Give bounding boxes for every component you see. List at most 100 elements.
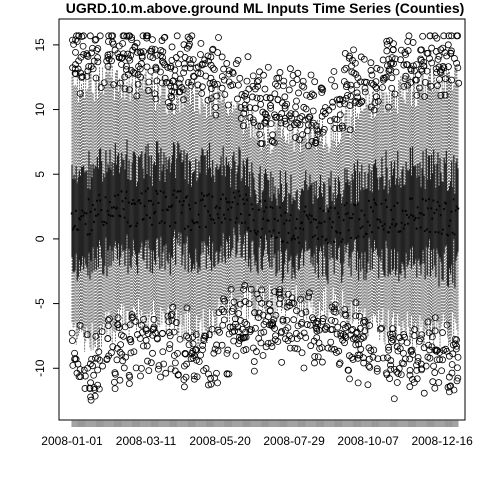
outlier-point xyxy=(414,71,422,79)
outlier-point xyxy=(410,332,418,340)
outlier-point xyxy=(389,330,397,338)
outlier-point xyxy=(159,348,167,356)
outlier-point xyxy=(71,355,79,362)
outlier-point xyxy=(338,122,346,130)
outlier-point xyxy=(260,328,268,336)
outlier-point xyxy=(333,116,341,124)
outlier-point xyxy=(444,41,452,49)
outlier-point xyxy=(166,345,173,353)
outlier-point xyxy=(398,46,405,54)
outlier-point xyxy=(153,51,161,59)
outlier-point xyxy=(292,103,300,111)
outlier-point xyxy=(104,335,112,342)
outlier-point xyxy=(395,365,403,372)
outlier-point xyxy=(224,346,232,354)
outlier-point xyxy=(377,325,385,333)
box-body xyxy=(411,146,414,247)
outlier-point xyxy=(256,130,264,138)
outlier-point xyxy=(210,66,218,74)
outlier-point xyxy=(447,382,455,390)
outlier-point xyxy=(160,59,167,67)
box-body xyxy=(159,180,161,270)
box-body xyxy=(446,190,449,286)
outlier-point xyxy=(253,94,261,102)
outlier-point xyxy=(214,347,222,355)
box-body xyxy=(270,171,272,238)
box-body xyxy=(152,164,155,251)
outlier-point xyxy=(454,32,462,40)
outlier-point xyxy=(95,348,103,356)
outlier-point xyxy=(171,359,179,367)
outlier-point xyxy=(298,310,306,318)
outlier-point xyxy=(109,40,117,48)
outlier-point xyxy=(207,380,215,388)
outlier-point xyxy=(145,78,153,86)
outlier-point xyxy=(284,337,292,345)
outlier-point xyxy=(352,341,360,349)
box-body xyxy=(182,160,184,255)
outlier-point xyxy=(150,323,158,331)
outlier-point xyxy=(229,69,237,77)
outlier-point xyxy=(386,375,393,382)
outlier-point xyxy=(280,77,288,85)
outlier-point xyxy=(123,62,130,70)
outlier-point xyxy=(137,73,145,81)
outlier-point xyxy=(342,64,350,72)
box-body xyxy=(218,168,220,262)
outlier-point xyxy=(351,59,359,67)
outlier-point xyxy=(318,358,326,366)
outlier-point xyxy=(83,331,91,338)
outlier-point xyxy=(128,36,135,44)
outlier-point xyxy=(442,75,449,83)
outlier-point xyxy=(367,347,375,354)
box-body xyxy=(317,197,320,279)
outlier-point xyxy=(419,32,427,40)
box-body xyxy=(121,152,123,245)
outlier-point xyxy=(76,69,84,77)
box-body xyxy=(397,150,399,252)
box-body xyxy=(305,170,307,241)
outlier-point xyxy=(155,362,163,370)
outlier-point xyxy=(224,101,232,109)
outlier-point xyxy=(236,74,244,82)
box-body xyxy=(310,184,312,264)
outlier-point xyxy=(213,369,220,377)
outlier-point xyxy=(237,115,245,122)
outlier-point xyxy=(198,90,206,97)
outlier-point xyxy=(453,336,460,344)
outlier-point xyxy=(383,369,390,377)
box-body xyxy=(316,198,318,264)
box-body xyxy=(202,149,204,253)
box-body xyxy=(449,180,452,274)
outlier-point xyxy=(131,43,139,50)
outlier-point xyxy=(207,53,215,61)
outlier-point xyxy=(247,285,255,293)
box-body xyxy=(76,183,78,281)
outlier-point xyxy=(256,95,264,102)
box-body xyxy=(173,144,176,230)
outlier-point xyxy=(167,365,175,373)
box-body xyxy=(172,142,175,237)
outlier-point xyxy=(131,70,139,77)
outlier-point xyxy=(243,321,251,328)
outlier-point xyxy=(286,344,294,352)
y-tick-label: 15 xyxy=(33,38,47,52)
box-body xyxy=(391,175,394,271)
outlier-point xyxy=(189,333,197,341)
outlier-point xyxy=(189,340,197,348)
box-body xyxy=(205,174,207,269)
outlier-point xyxy=(454,353,462,361)
box-body xyxy=(112,175,114,261)
outlier-point xyxy=(347,92,355,100)
outlier-point xyxy=(307,71,315,79)
box-body xyxy=(292,196,294,267)
outlier-point xyxy=(335,347,343,355)
outlier-point xyxy=(406,367,414,374)
outlier-point xyxy=(212,103,219,111)
box-body xyxy=(162,164,164,253)
outlier-point xyxy=(436,356,444,363)
outlier-point xyxy=(387,361,394,369)
box-body xyxy=(441,181,443,280)
outlier-point xyxy=(393,379,401,386)
outlier-point xyxy=(385,346,393,354)
